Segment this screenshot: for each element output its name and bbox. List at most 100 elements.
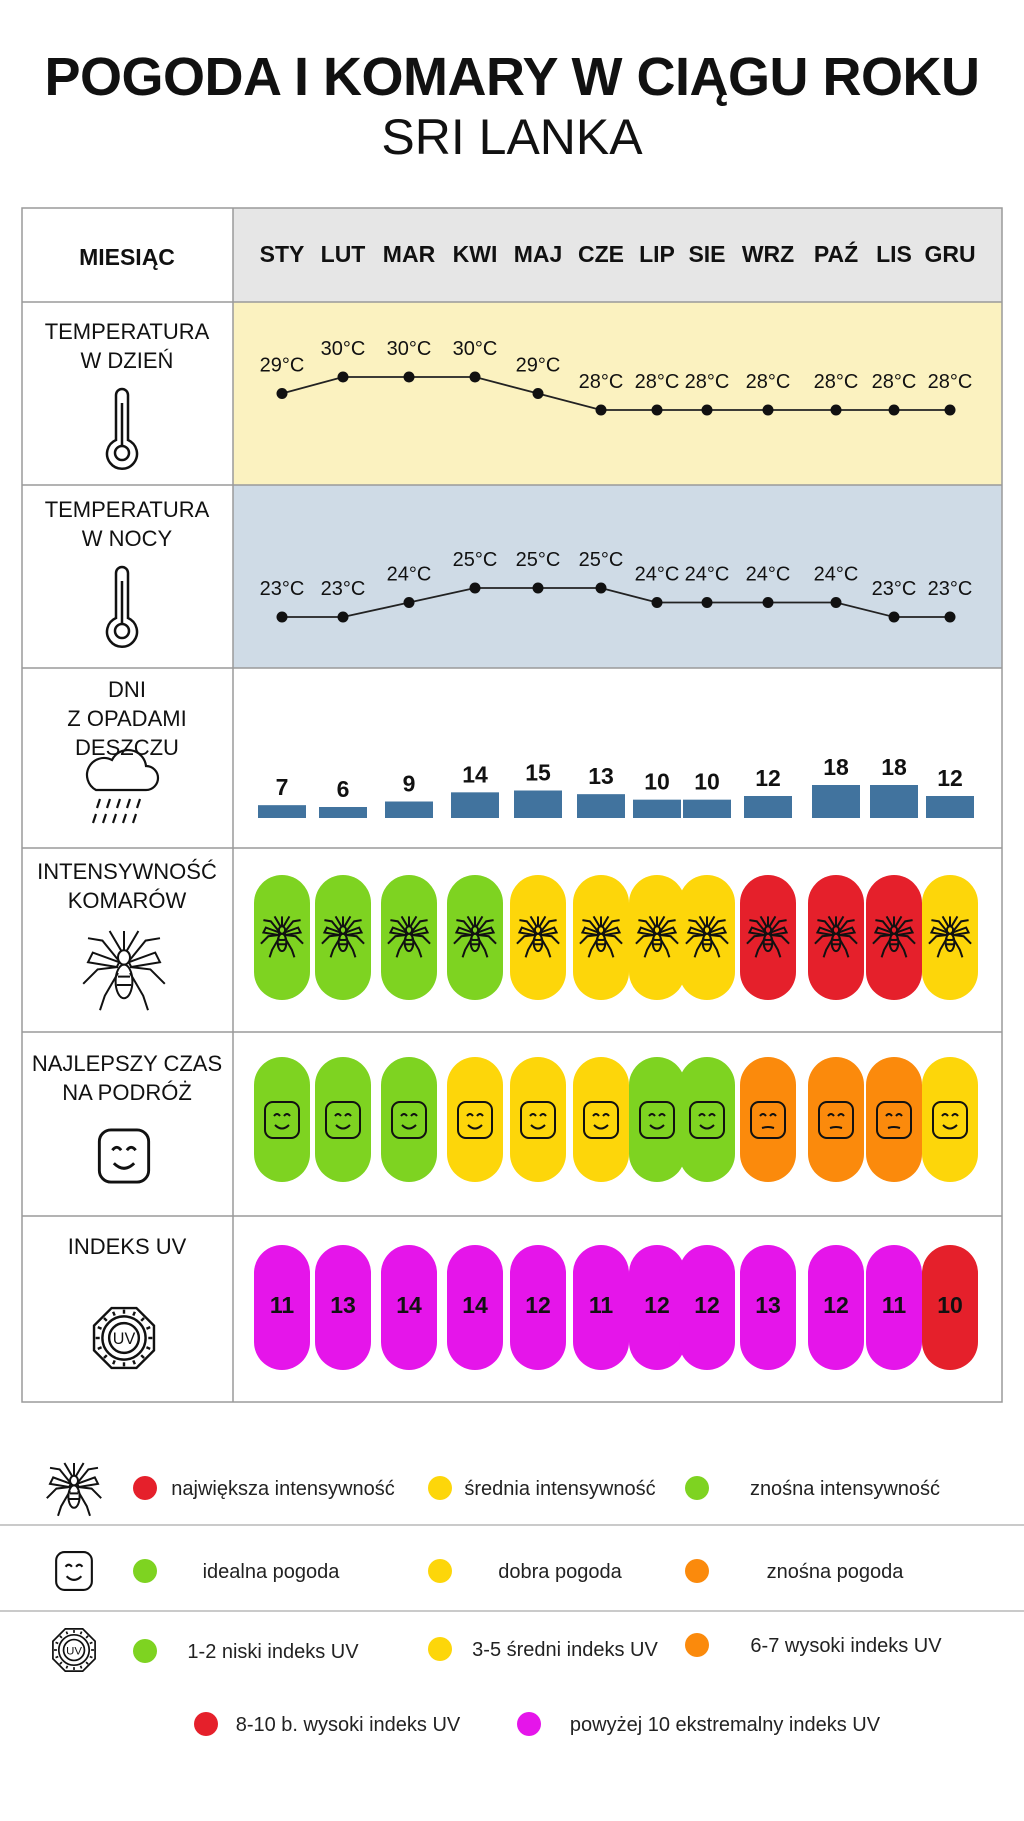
- night-temp-value-label: 24°C: [746, 564, 791, 586]
- day-temp-value-label: 28°C: [814, 371, 859, 393]
- legend-dot: [685, 1633, 709, 1657]
- travel-pill: [740, 1057, 796, 1182]
- rain-bar: [319, 807, 367, 818]
- day-temp-point: [276, 388, 288, 399]
- travel-pill: [922, 1057, 978, 1182]
- uv-icon: UV: [52, 1628, 96, 1672]
- smiley-icon: [97, 1128, 151, 1184]
- uv-value-label: 13: [330, 1292, 356, 1318]
- smiley-icon: [750, 1101, 786, 1139]
- mosquito-icon: [685, 915, 729, 958]
- night-temp-value-label: 25°C: [579, 549, 624, 571]
- night-temp-value-label: 23°C: [321, 578, 366, 600]
- day-temp-value-label: 28°C: [579, 371, 624, 393]
- mosquito-icon: [46, 1462, 102, 1517]
- travel-pill: [629, 1057, 685, 1182]
- uv-value-label: 12: [823, 1292, 849, 1318]
- mosquito-pill: [808, 875, 864, 1000]
- night-temp-label-line: TEMPERATURA: [45, 497, 210, 522]
- smiley-icon: [876, 1101, 912, 1139]
- mosquito-pill: [866, 875, 922, 1000]
- uv-value-label: 11: [270, 1292, 295, 1318]
- header-months-cell: [233, 208, 1002, 302]
- day-temp-point: [830, 404, 842, 416]
- month-gru: GRU: [924, 241, 975, 267]
- legend-weather-text: idealna pogoda: [203, 1561, 341, 1583]
- mosquito-icon: [579, 915, 623, 958]
- uv-pill: [629, 1245, 685, 1370]
- uv-pill: [740, 1245, 796, 1370]
- rain-value-label: 18: [881, 754, 907, 780]
- rain-bar: [451, 792, 499, 818]
- day-temp-label-line: W DZIEŃ: [81, 348, 174, 373]
- uv-label-line: INDEKS UV: [68, 1234, 187, 1259]
- travel-pill: [315, 1057, 371, 1182]
- uv-pill: [573, 1245, 629, 1370]
- month-cze: CZE: [578, 241, 624, 267]
- smiley-icon: [55, 1551, 93, 1591]
- legend-dot: [428, 1637, 452, 1661]
- night-temp-value-label: 25°C: [516, 549, 561, 571]
- legend-dot: [133, 1559, 157, 1583]
- travel-pill: [679, 1057, 735, 1182]
- thermometer-icon: [105, 565, 139, 648]
- rain-bar: [385, 801, 433, 818]
- mosquito-pill: [629, 875, 685, 1000]
- night-temp-point: [469, 582, 481, 594]
- night-temp-point: [944, 611, 956, 623]
- mosquito-pill: [679, 875, 735, 1000]
- night-temp-value-label: 24°C: [685, 564, 730, 586]
- rain-bar: [812, 785, 860, 818]
- mosquito-pill: [447, 875, 503, 1000]
- night-temp-value-label: 24°C: [635, 564, 680, 586]
- rain-bar: [258, 805, 306, 818]
- legend-dot: [428, 1476, 452, 1500]
- uv-pill: [254, 1245, 310, 1370]
- smiley-icon: [520, 1101, 556, 1139]
- month-lis: LIS: [876, 241, 912, 267]
- mosquito-pill: [573, 875, 629, 1000]
- legend-uv-text: 3-5 średni indeks UV: [472, 1639, 658, 1661]
- mosquito-pill: [381, 875, 437, 1000]
- day-temp-value-label: 28°C: [635, 371, 680, 393]
- day-temp-point: [403, 371, 415, 383]
- legend-mosquito-text: największa intensywność: [171, 1478, 394, 1500]
- rain-value-label: 10: [694, 769, 720, 795]
- mosquito-pill: [254, 875, 310, 1000]
- legend-uv-text: 6-7 wysoki indeks UV: [750, 1635, 942, 1657]
- uv-pill: [866, 1245, 922, 1370]
- night-temp-line: [282, 587, 950, 618]
- legend-uv-text: powyżej 10 ekstremalny indeks UV: [570, 1714, 881, 1736]
- rain-bar: [683, 799, 731, 818]
- month-mar: MAR: [383, 241, 436, 267]
- rain-bar: [870, 785, 918, 818]
- legend-dot: [133, 1639, 157, 1663]
- travel-pill: [866, 1057, 922, 1182]
- rain-bar: [577, 794, 625, 818]
- mosquito-label-line: KOMARÓW: [68, 888, 187, 913]
- legend-dot: [194, 1712, 218, 1736]
- day-temp-value-label: 28°C: [872, 371, 917, 393]
- night-temp-label-line: W NOCY: [82, 526, 173, 551]
- travel-pill: [447, 1057, 503, 1182]
- night-temp-value-label: 24°C: [387, 564, 432, 586]
- rain-bar: [514, 790, 562, 818]
- uv-value-label: 14: [462, 1292, 488, 1318]
- uv-pill: [510, 1245, 566, 1370]
- mosquito-icon: [635, 915, 679, 958]
- month-paź: PAŹ: [814, 240, 858, 267]
- mosquito-icon: [453, 915, 497, 958]
- travel-pill: [510, 1057, 566, 1182]
- day-temp-point: [651, 404, 663, 416]
- night-temp-point: [403, 597, 415, 608]
- mosquito-icon: [746, 915, 790, 958]
- rain-value-label: 14: [462, 761, 488, 787]
- rain-value-label: 15: [525, 760, 551, 786]
- day-temp-value-label: 28°C: [685, 371, 730, 393]
- day-temp-value-label: 30°C: [453, 338, 498, 360]
- mosquito-pill: [740, 875, 796, 1000]
- day-temp-value-label: 29°C: [260, 355, 305, 377]
- travel-pill: [254, 1057, 310, 1182]
- rain-value-label: 7: [276, 774, 289, 800]
- mosquito-icon: [516, 915, 560, 958]
